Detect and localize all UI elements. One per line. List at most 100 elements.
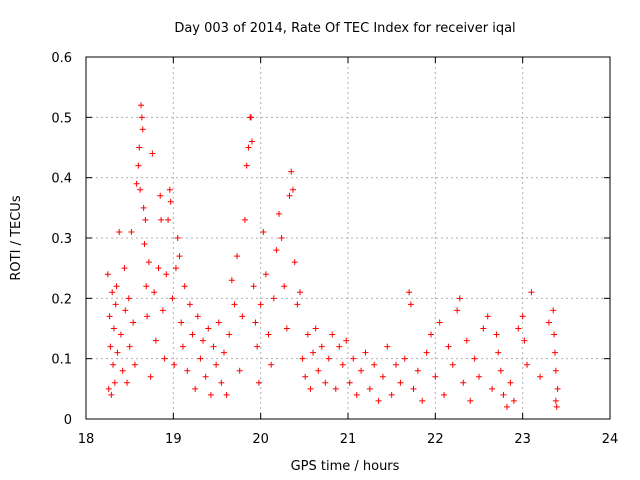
data-point <box>283 325 290 332</box>
data-point <box>315 367 322 374</box>
data-point <box>270 295 277 302</box>
x-tick-label: 19 <box>165 432 182 447</box>
data-point <box>500 391 507 398</box>
data-point <box>128 228 135 235</box>
data-point <box>291 259 298 266</box>
data-point <box>339 361 346 368</box>
data-point <box>192 385 199 392</box>
y-tick-label: 0.3 <box>51 232 72 247</box>
x-tick-label: 21 <box>340 432 357 447</box>
data-point <box>310 349 317 356</box>
x-tick-label: 24 <box>602 432 619 447</box>
data-point <box>167 198 174 205</box>
data-point <box>384 343 391 350</box>
data-point <box>480 325 487 332</box>
x-tick-label: 22 <box>427 432 444 447</box>
data-point <box>371 361 378 368</box>
data-point <box>551 349 558 356</box>
data-point <box>343 337 350 344</box>
data-point <box>176 253 183 260</box>
data-point <box>312 325 319 332</box>
data-point <box>507 379 514 386</box>
data-point <box>215 319 222 326</box>
y-tick-label: 0.6 <box>51 51 72 66</box>
x-tick-labels: 18 19 20 21 22 23 24 <box>78 432 619 447</box>
data-point <box>550 307 557 314</box>
data-point <box>294 301 301 308</box>
grid <box>86 57 610 419</box>
data-point <box>205 325 212 332</box>
data-point <box>184 367 191 374</box>
data-point <box>467 397 474 404</box>
data-point <box>210 343 217 350</box>
data-point <box>114 349 121 356</box>
data-point <box>281 283 288 290</box>
data-point <box>166 186 173 193</box>
axis-ticks <box>85 56 611 420</box>
data-point <box>138 114 145 121</box>
data-point <box>220 349 227 356</box>
data-point <box>510 397 517 404</box>
data-point <box>158 216 165 223</box>
data-point <box>436 319 443 326</box>
data-point <box>159 307 166 314</box>
data-point <box>252 319 259 326</box>
data-point <box>545 319 552 326</box>
data-point <box>218 379 225 386</box>
data-point <box>179 343 186 350</box>
data-point <box>366 385 373 392</box>
data-point <box>189 331 196 338</box>
data-point <box>116 228 123 235</box>
data-point <box>358 367 365 374</box>
data-point <box>171 361 178 368</box>
data-point <box>254 343 261 350</box>
data-point <box>130 319 137 326</box>
data-point <box>241 216 248 223</box>
data-point <box>245 144 252 151</box>
y-axis-label: ROTI / TECUs <box>9 195 24 280</box>
data-point <box>234 253 241 260</box>
data-point <box>552 367 559 374</box>
data-point <box>551 331 558 338</box>
data-point <box>110 361 117 368</box>
data-point <box>135 162 142 169</box>
data-point <box>463 337 470 344</box>
data-point <box>226 331 233 338</box>
data-point <box>296 289 303 296</box>
data-point <box>401 355 408 362</box>
data-point <box>299 355 306 362</box>
data-point <box>202 373 209 380</box>
data-point <box>493 331 500 338</box>
data-point <box>157 192 164 199</box>
data-point <box>165 216 172 223</box>
data-point <box>406 289 413 296</box>
data-point <box>554 385 561 392</box>
y-tick-label: 0.5 <box>51 111 72 126</box>
data-point <box>111 379 118 386</box>
data-point <box>318 343 325 350</box>
data-point <box>147 373 154 380</box>
data-point <box>441 391 448 398</box>
data-point <box>145 259 152 266</box>
data-point <box>410 385 417 392</box>
data-point <box>228 277 235 284</box>
data-point <box>329 331 336 338</box>
data-point <box>109 289 116 296</box>
y-tick-label: 0 <box>64 413 72 428</box>
data-point <box>495 349 502 356</box>
data-point <box>248 138 255 145</box>
data-point <box>307 385 314 392</box>
data-point <box>388 391 395 398</box>
y-tick-label: 0.1 <box>51 353 72 368</box>
data-point <box>350 355 357 362</box>
data-point <box>489 385 496 392</box>
data-point <box>149 150 156 157</box>
data-point <box>250 283 257 290</box>
x-tick-label: 23 <box>514 432 531 447</box>
data-point <box>515 325 522 332</box>
data-point <box>393 361 400 368</box>
data-point <box>521 337 528 344</box>
data-point <box>503 403 510 410</box>
data-point <box>325 355 332 362</box>
data-point <box>460 379 467 386</box>
